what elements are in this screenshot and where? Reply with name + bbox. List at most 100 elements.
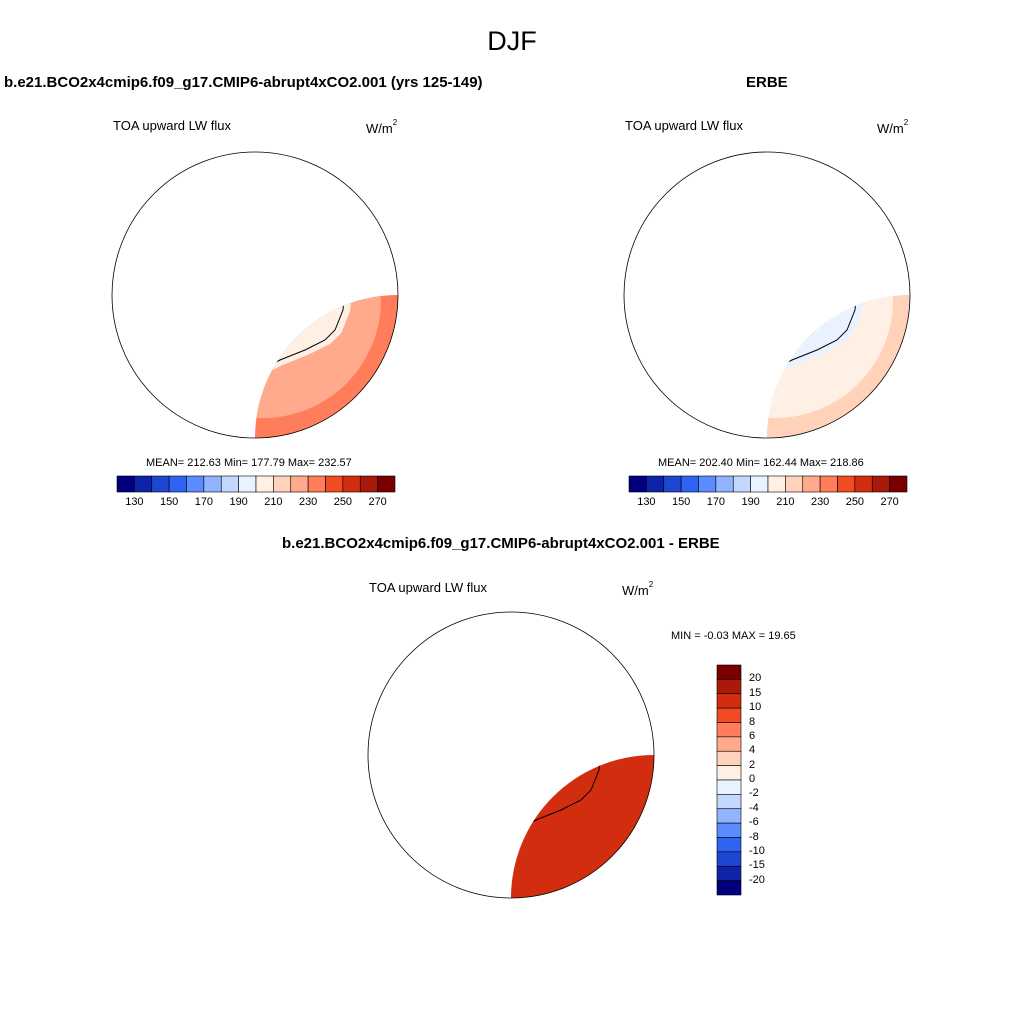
diff-colorbar-tick-label: -2 (749, 787, 759, 800)
obs-colorbar-tick-label: 250 (845, 496, 865, 508)
obs-panel-title: ERBE (746, 74, 788, 91)
diff-colorbar-box (716, 880, 742, 896)
model-colorbar-box (238, 475, 257, 493)
diff-units-label: W/m2 (622, 580, 654, 598)
model-colorbar-box (134, 475, 153, 493)
obs-colorbar (628, 475, 908, 493)
obs-colorbar-box (871, 475, 890, 493)
obs-colorbar-box (732, 475, 751, 493)
diff-colorbar-box (716, 837, 742, 853)
model-colorbar-box (377, 475, 396, 493)
obs-colorbar-box (750, 475, 769, 493)
obs-colorbar-box (837, 475, 856, 493)
difference-peninsula-coastline (381, 677, 416, 713)
diff-colorbar-box (716, 707, 742, 723)
obs-colorbar-box (646, 475, 665, 493)
diff-colorbar-tick-label: -4 (749, 801, 759, 814)
model-colorbar-box (307, 475, 326, 493)
diff-colorbar-ticks: 20 15 10 8 6 4 2 0 -2 -4 -6 -8 -10 -15 -20 (747, 665, 787, 895)
diff-colorbar-box (716, 693, 742, 709)
diff-colorbar-tick-label: -8 (749, 830, 759, 843)
obs-colorbar-ticks: 130 150 170 190 210 230 250 270 (629, 496, 907, 510)
diff-colorbar-tick-label: 4 (749, 744, 756, 757)
model-colorbar-tick-label: 270 (368, 496, 387, 508)
diff-colorbar-box (716, 865, 742, 881)
model-colorbar-box (325, 475, 344, 493)
diff-colorbar-tick-label: -20 (749, 873, 765, 886)
obs-stats-text: MEAN= 202.40 Min= 162.44 Max= 218.86 (658, 457, 864, 469)
diff-colorbar-tick-label: 10 (749, 701, 762, 714)
diff-pacific-sector (368, 745, 511, 898)
obs-colorbar-box (802, 475, 821, 493)
model-colorbar-box (220, 475, 239, 493)
diff-colorbar-tick-label: -6 (749, 816, 759, 829)
diff-colorbar-tick-label: 0 (749, 773, 756, 785)
model-polar-map (111, 151, 399, 439)
model-interior-minimum (255, 295, 287, 315)
diff-colorbar-tick-label: 20 (749, 672, 762, 685)
model-colorbar (116, 475, 396, 493)
model-mid-ocean-band (255, 295, 381, 418)
model-plateau-band (255, 295, 323, 350)
difference-map-border (367, 611, 655, 899)
diff-colorbar-box (716, 722, 742, 738)
obs-variable-label: TOA upward LW flux (625, 118, 744, 133)
model-colorbar-box (151, 475, 170, 493)
model-units-label: W/m2 (366, 118, 398, 136)
model-stats-text: MEAN= 212.63 Min= 177.79 Max= 232.57 (146, 457, 352, 469)
obs-colorbar-box (889, 475, 908, 493)
diff-antarctic-interior (511, 755, 574, 801)
figure-title: DJF (487, 26, 537, 56)
model-outer-ocean-band (255, 295, 398, 438)
obs-colorbar-box (767, 475, 786, 493)
model-colorbar-box (255, 475, 274, 493)
model-colorbar-box (273, 475, 292, 493)
obs-map-fill (637, 217, 910, 438)
obs-units-label: W/m2 (877, 118, 909, 136)
obs-interior-band (767, 295, 815, 330)
diff-colorbar-tick-label: -15 (749, 859, 765, 872)
diff-colorbar-box (716, 679, 742, 695)
diff-colorbar-box (716, 794, 742, 810)
obs-colorbar-box (715, 475, 734, 493)
obs-peninsula-coastline (637, 217, 672, 253)
obs-colorbar-tick-label: 190 (741, 496, 760, 508)
obs-colorbar-box (628, 475, 647, 493)
model-colorbar-box (290, 475, 309, 493)
model-colorbar-tick-label: 150 (159, 496, 179, 508)
model-colorbar-tick-label: 230 (298, 496, 318, 508)
diff-colorbar-box (716, 822, 742, 838)
obs-colorbar-box (698, 475, 717, 493)
difference-map-fill (368, 677, 654, 898)
diff-colorbar-box (716, 779, 742, 795)
diff-colorbar-box (716, 750, 742, 766)
model-colorbar-box (359, 475, 378, 493)
obs-plateau-band (767, 295, 835, 350)
diff-panel-title: b.e21.BCO2x4cmip6.f09_g17.CMIP6-abrupt4x… (282, 535, 720, 552)
diff-colorbar-box (716, 808, 742, 824)
diff-colorbar (716, 664, 742, 896)
obs-coastline (767, 295, 858, 371)
diff-colorbar-tick-label: 6 (749, 729, 756, 742)
model-variable-label: TOA upward LW flux (113, 118, 232, 133)
model-colorbar-tick-label: 250 (333, 496, 353, 508)
model-map-border (111, 151, 399, 439)
obs-colorbar-box (680, 475, 699, 493)
model-colorbar-box (168, 475, 187, 493)
diff-outer-ocean-band (511, 755, 654, 898)
diff-colorbar-tick-label: -10 (749, 844, 765, 857)
model-peninsula-coastline (125, 217, 160, 253)
diff-polar-map (367, 611, 655, 899)
obs-colorbar-tick-label: 150 (671, 496, 691, 508)
diff-peninsula-band (381, 677, 416, 713)
obs-colorbar-tick-label: 170 (706, 496, 726, 508)
obs-pole-missing-data (767, 295, 774, 302)
model-colorbar-box (203, 475, 222, 493)
model-map-fill (125, 217, 398, 438)
model-colorbar-box (186, 475, 205, 493)
diff-colorbar-tick-label: 8 (749, 715, 756, 728)
model-coastline (255, 295, 346, 371)
obs-colorbar-box (819, 475, 838, 493)
model-colorbar-tick-label: 130 (125, 496, 144, 508)
obs-polar-map (623, 151, 911, 439)
